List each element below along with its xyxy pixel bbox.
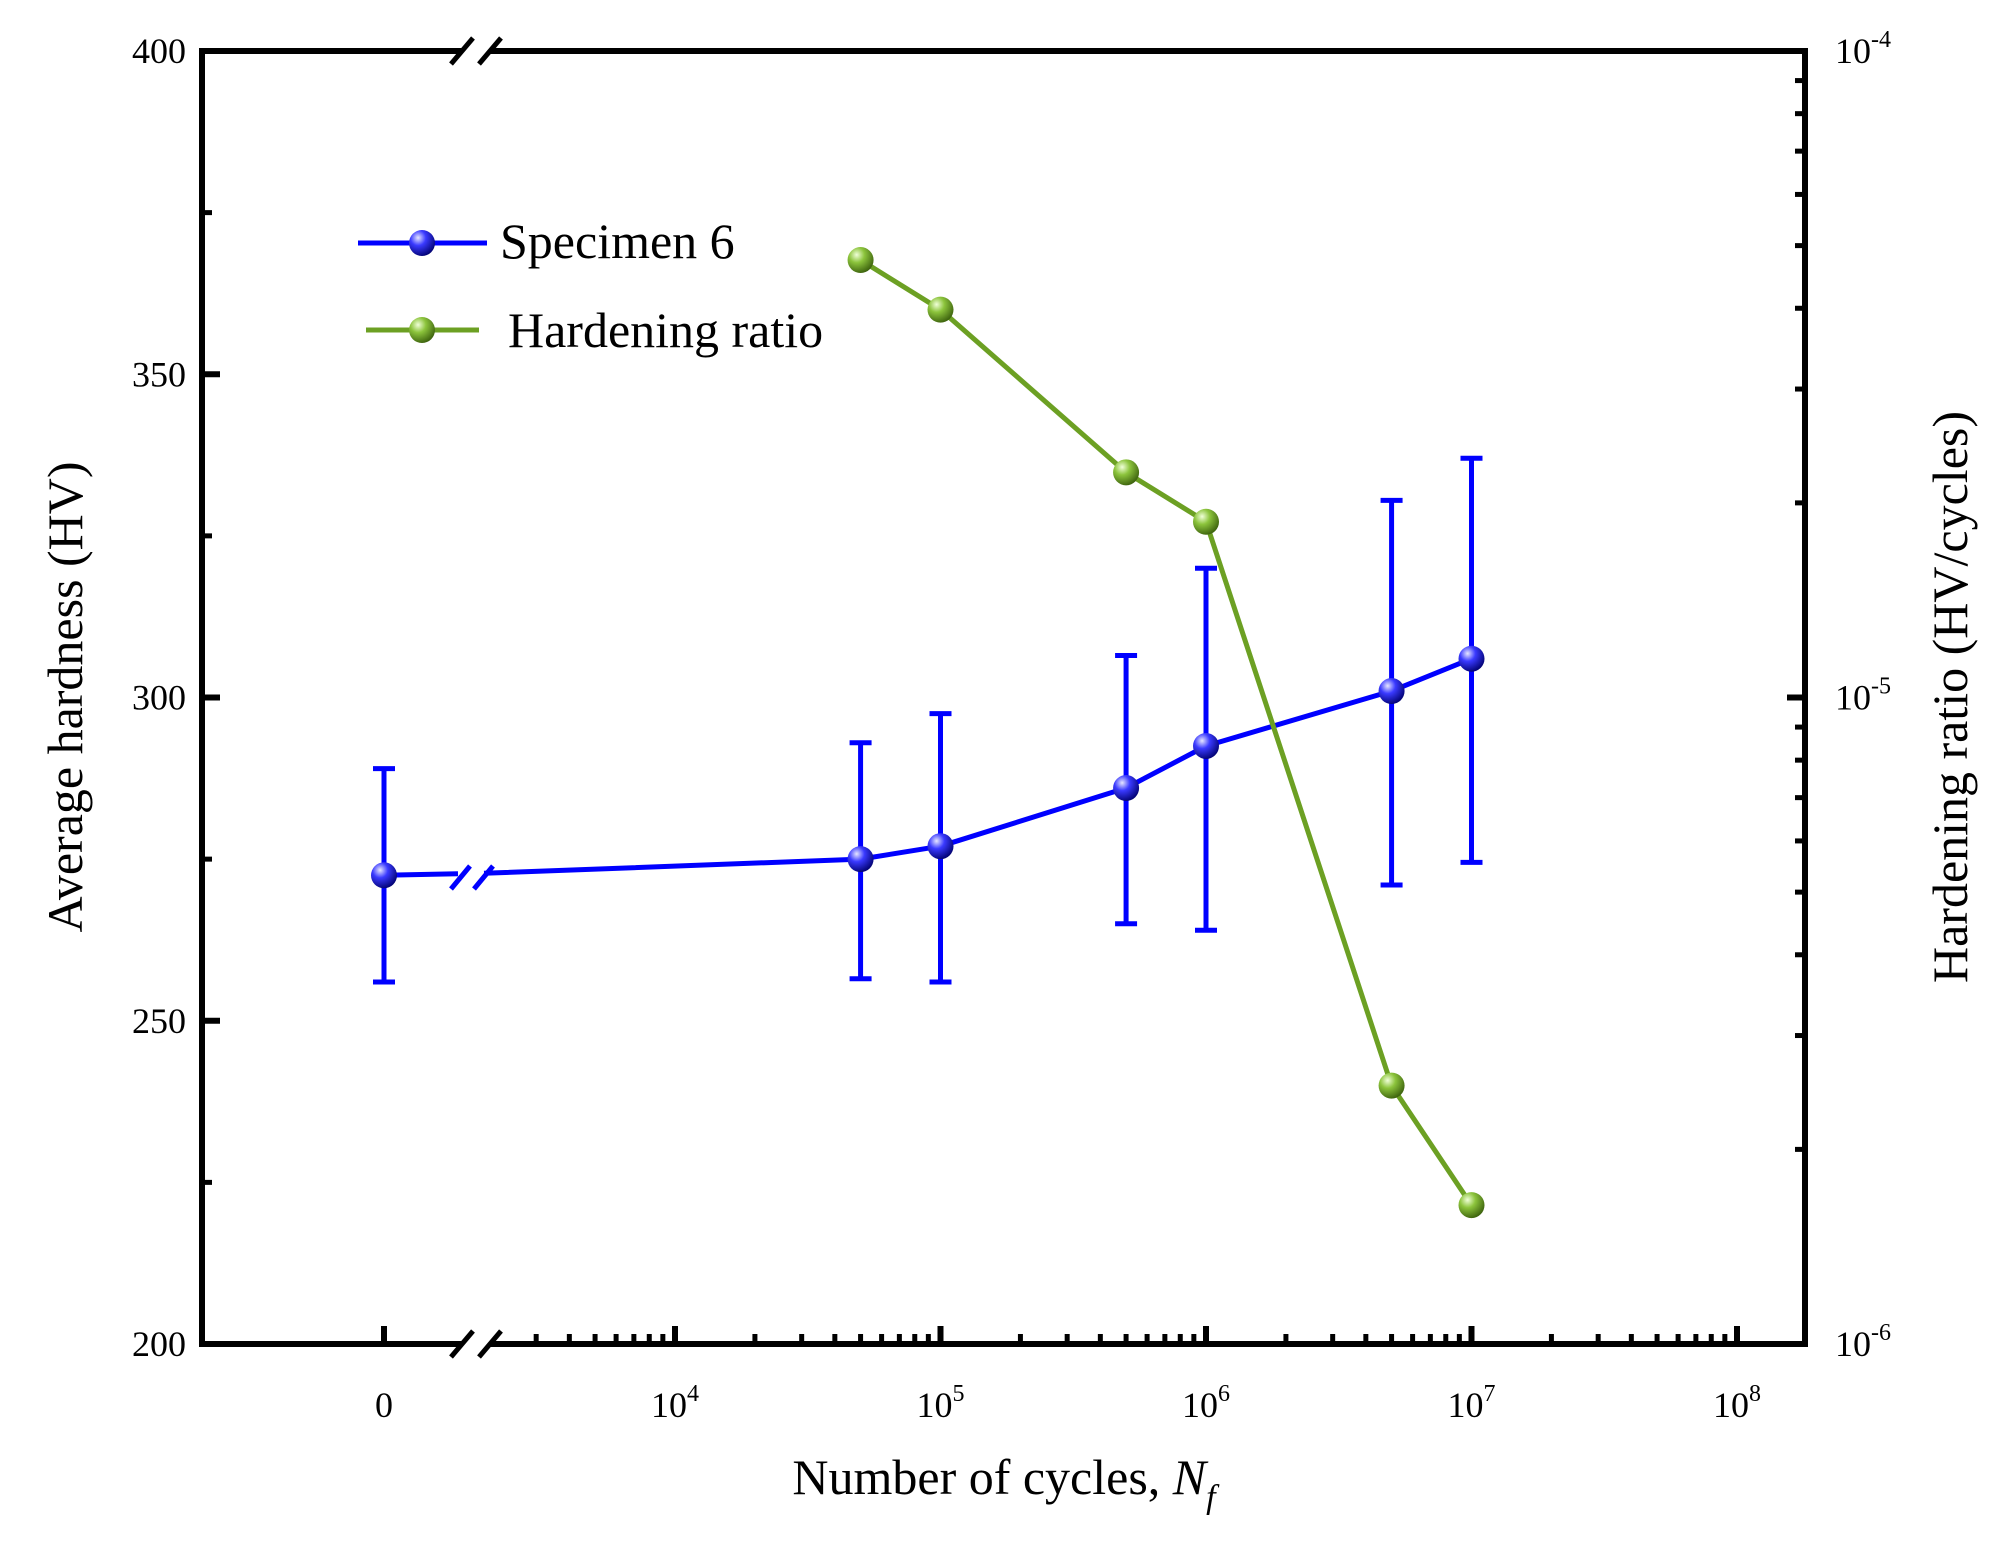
y-right-tick-label: 10-4: [1835, 27, 1891, 71]
legend-label-hardening: Hardening ratio: [508, 302, 823, 358]
axis-break-slash: [477, 1329, 503, 1359]
legend-label-specimen: Specimen 6: [500, 213, 735, 269]
hardening-ratio-point: [847, 247, 874, 274]
x-tick-label: 107: [1448, 1381, 1496, 1425]
specimen-point: [1378, 678, 1405, 705]
x-axis-title-text: Number of cycles,: [792, 1449, 1172, 1505]
specimen-break-slash: [472, 864, 495, 891]
plot-frame: [199, 48, 1808, 1347]
plot-data: [371, 247, 1485, 1219]
hardening-ratio-point: [1113, 459, 1140, 486]
x-axis-title: Number of cycles, Nf: [792, 1449, 1220, 1516]
specimen-line: [483, 656, 1473, 876]
hardening-ratio-point: [1458, 1192, 1485, 1219]
x-axis-title-subscript: f: [1206, 1479, 1220, 1516]
hardening-ratio-line: [859, 257, 1474, 1207]
x-tick-label: 106: [1182, 1381, 1230, 1425]
specimen-point: [927, 833, 954, 860]
axis-break-gap: [462, 1338, 490, 1350]
axis-break-slash: [449, 36, 475, 66]
x-axis-title-symbol: N: [1172, 1449, 1209, 1505]
hardening-ratio-point: [927, 296, 954, 323]
axis-break-gap: [462, 45, 490, 57]
specimen-point: [1458, 645, 1485, 672]
x-tick-label: 0: [375, 1385, 393, 1425]
y-left-tick-label: 200: [132, 1324, 186, 1364]
hardening-ratio-point: [1193, 508, 1219, 535]
x-tick-label: 108: [1713, 1381, 1761, 1425]
axis-break-slash: [449, 1329, 475, 1359]
specimen-break-slash: [449, 864, 472, 891]
axis-ticks: 200 250 300 350 400 10-6 10-5 10-4 0 104 105 106 107…: [132, 27, 1891, 1425]
axis-break-slash: [477, 36, 503, 66]
legend: Specimen 6 Hardening ratio: [358, 213, 823, 358]
legend-marker-hardening: [409, 317, 435, 343]
y-right-tick-label: 10-6: [1835, 1320, 1891, 1364]
legend-marker-specimen: [409, 230, 435, 256]
y-left-tick-label: 300: [132, 678, 186, 718]
y-left-tick-label: 350: [132, 354, 186, 394]
specimen-point: [847, 846, 874, 873]
x-tick-label: 105: [917, 1381, 965, 1425]
specimen-point: [1113, 775, 1140, 802]
specimen-point: [1193, 732, 1219, 759]
y-left-tick-label: 250: [132, 1001, 186, 1041]
specimen-point: [371, 862, 397, 889]
y-left-tick-label: 400: [132, 31, 186, 71]
axis-break-marks: [449, 36, 503, 1359]
y-axis-right-title: Hardening ratio (HV/cycles): [1922, 411, 1978, 983]
x-tick-label: 104: [651, 1381, 699, 1425]
y-axis-left-title: Average hardness (HV): [37, 461, 93, 932]
hardening-ratio-point: [1378, 1072, 1405, 1099]
y-right-tick-label: 10-5: [1835, 674, 1891, 718]
